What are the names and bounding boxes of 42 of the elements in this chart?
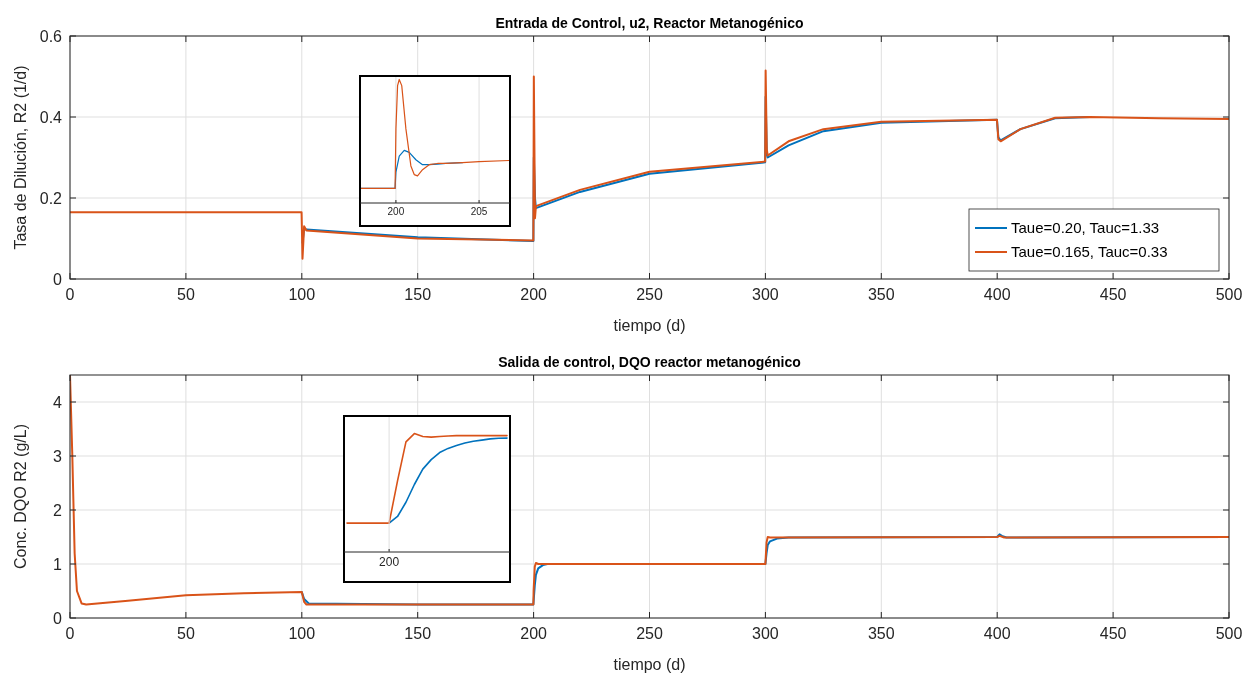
chart-title: Entrada de Control, u2, Reactor Metanogénico	[495, 15, 804, 31]
x-tick-label: 100	[288, 285, 316, 303]
y-axis-title: Conc. DQO R2 (g/L)	[12, 424, 29, 569]
y-tick-label: 0	[53, 270, 63, 288]
x-tick-label: 50	[177, 624, 195, 642]
x-tick-label: 50	[177, 285, 195, 303]
x-tick-label: 0	[65, 624, 75, 642]
x-tick-label: 300	[752, 285, 779, 303]
y-tick-label: 4	[53, 393, 63, 411]
y-tick-label: 0.4	[39, 108, 63, 126]
x-tick-label: 150	[404, 624, 432, 642]
x-tick-label: 350	[867, 285, 895, 303]
x-tick-label: 150	[404, 285, 432, 303]
x-tick-label: 250	[636, 285, 663, 303]
x-tick-label: 450	[1099, 285, 1127, 303]
annotation: 200	[379, 554, 400, 569]
x-tick-label: 450	[1099, 624, 1127, 642]
y-tick-label: 1	[53, 555, 63, 573]
y-tick-label: 2	[53, 501, 63, 519]
y-tick-label: 0.6	[39, 27, 63, 45]
x-axis-title: tiempo (d)	[613, 656, 686, 673]
x-tick-label: 500	[1215, 285, 1243, 303]
y-tick-label: 0	[53, 609, 63, 627]
x-axis-title: tiempo (d)	[613, 317, 686, 334]
x-tick-label: 250	[636, 624, 663, 642]
y-axis-title: Tasa de Dilución, R2 (1/d)	[12, 65, 29, 250]
x-tick-label: 400	[983, 624, 1011, 642]
x-tick-label: 200	[520, 624, 548, 642]
y-tick-label: 3	[53, 447, 63, 465]
x-tick-label: 500	[1215, 624, 1243, 642]
line-series	[70, 69, 1229, 260]
x-tick-label: 0	[65, 285, 75, 303]
x-tick-label: 200	[520, 285, 548, 303]
x-tick-label: 205	[470, 206, 488, 217]
chart-title: Salida de control, DQO reactor metanogénico	[498, 354, 801, 370]
x-tick-label: 350	[867, 624, 895, 642]
x-tick-label: 300	[752, 624, 779, 642]
legend-label: Taue=0.165, Tauc=0.33	[1011, 243, 1168, 261]
x-tick-label: 100	[288, 624, 316, 642]
legend-label: Taue=0.20, Tauc=1.33	[1011, 219, 1160, 237]
y-tick-label: 0.2	[39, 189, 63, 207]
x-tick-label: 400	[983, 285, 1011, 303]
